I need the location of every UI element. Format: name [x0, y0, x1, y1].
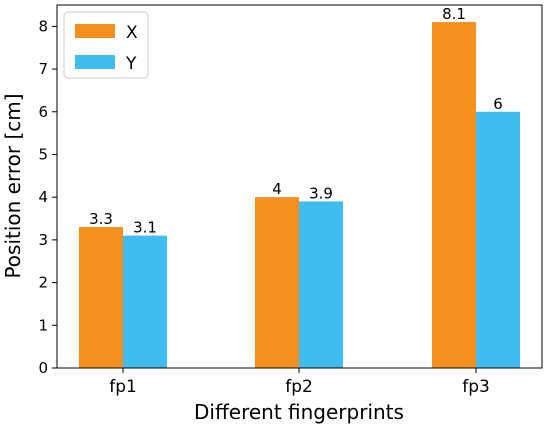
y-axis-label: Position error [cm] [1, 93, 25, 278]
legend-label-x: X [126, 23, 138, 43]
x-axis-label: Different fingerprints [194, 400, 404, 424]
y-tick-label: 7 [38, 60, 48, 78]
legend-swatch-y [75, 55, 115, 69]
y-tick-label: 6 [38, 103, 48, 121]
legend-label-y: Y [125, 54, 137, 74]
y-tick-label: 8 [38, 17, 48, 35]
x-tick-label-fp3: fp3 [462, 377, 490, 397]
bars-group [79, 22, 520, 368]
data-label-y-fp2: 3.9 [309, 184, 333, 202]
y-tick-label: 5 [38, 145, 48, 163]
y-tick-label: 1 [38, 316, 48, 334]
bar-y-fp3 [476, 111, 520, 368]
x-axis-ticks: fp1 fp2 fp3 [109, 368, 490, 397]
y-tick-label: 0 [38, 359, 48, 377]
y-tick-label: 3 [38, 231, 48, 249]
x-tick-label-fp2: fp2 [285, 377, 313, 397]
y-tick-label: 4 [38, 188, 48, 206]
legend-swatch-x [75, 24, 115, 38]
data-label-x-fp2: 4 [272, 180, 282, 198]
bar-y-fp1 [123, 235, 167, 368]
y-tick-label: 2 [38, 274, 48, 292]
data-label-y-fp1: 3.1 [133, 219, 157, 237]
data-labels-group: 3.3 4 8.1 3.1 3.9 6 [89, 5, 503, 237]
legend: X Y [63, 11, 149, 79]
bar-x-fp2 [255, 197, 299, 368]
bar-x-fp1 [79, 227, 123, 368]
y-axis-ticks: 0 1 2 3 4 5 6 7 8 [38, 17, 57, 377]
bar-x-fp3 [432, 22, 476, 368]
data-label-y-fp3: 6 [493, 95, 503, 113]
bar-y-fp2 [299, 201, 343, 368]
data-label-x-fp3: 8.1 [442, 5, 466, 23]
x-tick-label-fp1: fp1 [109, 377, 137, 397]
data-label-x-fp1: 3.3 [89, 210, 113, 228]
